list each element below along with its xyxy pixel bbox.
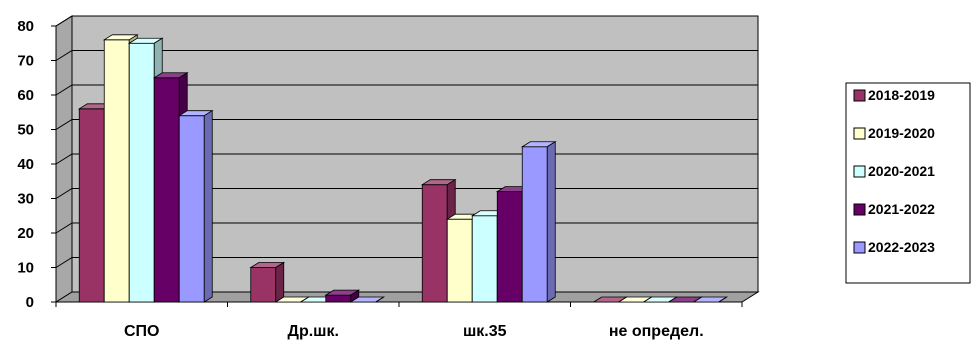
bar-front [496,191,523,303]
legend-swatch [853,127,866,140]
y-tick-labels: 0 10 20 30 40 50 60 70 80 [17,18,34,311]
bar-front [521,146,548,303]
gridline [55,84,758,96]
legend-item: 2020-2021 [853,163,935,179]
legend-swatch [853,241,866,254]
bar [349,296,386,303]
bar-front [250,267,277,303]
y-tick-label: 20 [17,225,34,242]
y-tick-label: 50 [17,122,34,139]
bar [249,261,286,303]
bar-front [103,39,130,303]
bar-front [178,115,205,303]
gridline [55,119,758,130]
bar-front [471,215,498,303]
y-tick-label: 80 [17,18,34,35]
legend-item: 2018-2019 [853,87,935,103]
legend-item: 2021-2022 [853,201,935,217]
bar-side [546,141,556,303]
gridline [55,50,758,61]
bar-side [275,261,285,303]
bar-front [78,108,105,303]
bar-side [203,109,213,303]
legend-swatch [853,203,866,216]
bar [520,141,557,303]
bar [177,109,214,303]
legend-swatch [853,89,866,102]
bar-front [421,184,448,303]
y-tick-label: 70 [17,53,34,70]
y-tick-label: 30 [17,191,34,208]
bar-front [153,77,180,303]
legend-item: 2022-2023 [853,239,935,255]
legend-label: 2021-2022 [868,201,935,217]
gridline [55,15,758,27]
y-tick-label: 10 [17,260,34,277]
legend-box [845,82,971,284]
bars [77,34,729,303]
legend-swatch [853,165,866,178]
y-tick-label: 0 [26,294,34,311]
x-category-labels: СПО Др.шк. шк.35 не определ. [124,323,704,340]
legend-label: 2018-2019 [868,87,935,103]
x-category-label: СПО [124,323,160,340]
legend-label: 2019-2020 [868,125,935,141]
legend: 2018-2019 2019-2020 2020-2021 2021-2022 2022… [845,82,971,284]
legend-label: 2022-2023 [868,239,935,255]
y-tick-label: 40 [17,156,34,173]
x-category-label: шк.35 [463,323,507,340]
bar-front [128,42,155,303]
x-category-label: Др.шк. [288,323,339,340]
bar-front [325,294,352,303]
legend-label: 2020-2021 [868,163,935,179]
x-category-label: не определ. [609,323,704,340]
bar [692,296,729,303]
y-tick-label: 60 [17,87,34,104]
legend-item: 2019-2020 [853,125,935,141]
bar-side [375,296,384,303]
bar-front [446,218,473,303]
bar-side [718,296,727,303]
bar [445,213,482,303]
